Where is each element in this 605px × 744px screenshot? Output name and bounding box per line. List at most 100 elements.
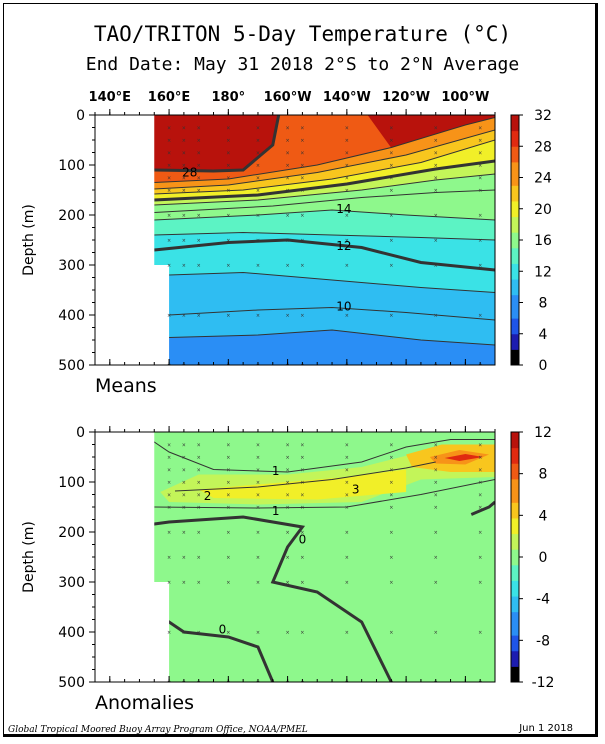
x-tick-label: 100°W bbox=[441, 90, 489, 105]
sensor-mark: × bbox=[182, 176, 186, 182]
footer-credit: Global Tropical Moored Buoy Array Progra… bbox=[8, 725, 308, 735]
sensor-mark: × bbox=[285, 151, 289, 157]
sensor-mark: × bbox=[167, 443, 171, 449]
colorbar-tick-label: 20 bbox=[534, 202, 552, 218]
sensor-mark: × bbox=[167, 238, 171, 244]
isotherm-line bbox=[169, 306, 495, 321]
colorbar-segment bbox=[511, 666, 519, 675]
sensor-mark: × bbox=[167, 188, 171, 194]
sensor-mark: × bbox=[478, 188, 482, 194]
sensor-mark: × bbox=[389, 238, 393, 244]
sensor-mark: × bbox=[226, 480, 230, 486]
colorbar: -12 -8 -4 0 4 8 12 bbox=[510, 425, 554, 691]
colorbar-segment bbox=[511, 216, 519, 225]
plot-area: × × × × × × × × × × × × × × × × × × × × × × × × × × × × × × × × × × × × × × × ×… bbox=[95, 115, 495, 365]
sensor-mark: × bbox=[300, 468, 304, 474]
colorbar-segment bbox=[511, 286, 519, 296]
isotherm-line bbox=[154, 117, 495, 183]
colorbar-tick-label: 12 bbox=[534, 425, 552, 441]
sensor-mark: × bbox=[434, 443, 438, 449]
y-axis-label: Depth (m) bbox=[21, 521, 37, 593]
sensor-mark: × bbox=[256, 138, 260, 144]
sensor-mark: × bbox=[256, 530, 260, 536]
sensor-mark: × bbox=[389, 505, 393, 511]
colorbar-segment bbox=[511, 341, 519, 350]
sensor-mark: × bbox=[434, 263, 438, 269]
colorbar-segment bbox=[511, 161, 519, 171]
colorbar-segment bbox=[511, 146, 519, 155]
sensor-mark: × bbox=[300, 630, 304, 636]
sensor-mark: × bbox=[285, 163, 289, 169]
panel-label: Means bbox=[95, 375, 157, 397]
sensor-mark: × bbox=[389, 555, 393, 561]
sensor-mark: × bbox=[478, 213, 482, 219]
colorbar-segment bbox=[511, 658, 519, 667]
sensor-mark: × bbox=[182, 580, 186, 586]
contour-label: 2 bbox=[204, 489, 212, 503]
isotherm-line bbox=[154, 159, 495, 202]
sensor-mark: × bbox=[389, 188, 393, 194]
sensor-mark: × bbox=[434, 630, 438, 636]
sensor-mark: × bbox=[345, 263, 349, 269]
sensor-mark: × bbox=[300, 238, 304, 244]
colorbar-segment bbox=[511, 588, 519, 597]
sensor-mark: × bbox=[300, 313, 304, 319]
sensor-mark: × bbox=[434, 238, 438, 244]
sensor-mark: × bbox=[182, 455, 186, 461]
contour-label: 0 bbox=[299, 533, 307, 547]
sensor-mark: × bbox=[285, 468, 289, 474]
colorbar-segment bbox=[511, 486, 519, 495]
sensor-mark: × bbox=[478, 238, 482, 244]
plot-area: × × × × × × × × × × × × × × × × × × × × × × × × × × × × × × × × × × × × × × × ×… bbox=[95, 432, 495, 682]
sensor-mark: × bbox=[389, 313, 393, 319]
sensor-mark: × bbox=[226, 163, 230, 169]
sensor-mark: × bbox=[300, 176, 304, 182]
footer-date: Jun 1 2018 bbox=[519, 723, 573, 734]
sensor-mark: × bbox=[256, 188, 260, 194]
sensor-mark: × bbox=[197, 530, 201, 536]
colorbar-tick-label: 28 bbox=[534, 139, 552, 155]
contour-label: 1 bbox=[272, 464, 280, 478]
sensor-mark: × bbox=[256, 505, 260, 511]
isotherm-line bbox=[154, 129, 495, 190]
colorbar-segment bbox=[511, 432, 519, 441]
sensor-mark: × bbox=[345, 630, 349, 636]
anomalies-panel: × × × × × × × × × × × × × × × × × × × × × × × × × × × × × × × × × × × × × × × ×… bbox=[21, 425, 554, 714]
sensor-mark: × bbox=[226, 238, 230, 244]
sensor-mark: × bbox=[389, 480, 393, 486]
x-tick-label: 120°W bbox=[382, 90, 430, 105]
colorbar-tick-label: -8 bbox=[536, 633, 550, 649]
sensor-mark: × bbox=[256, 163, 260, 169]
sensor-mark: × bbox=[197, 580, 201, 586]
sensor-mark: × bbox=[256, 151, 260, 157]
isotherm-line bbox=[154, 231, 495, 241]
sensor-mark: × bbox=[285, 313, 289, 319]
sensor-mark: × bbox=[478, 263, 482, 269]
sensor-mark: × bbox=[434, 151, 438, 157]
y-tick-label: 500 bbox=[58, 675, 85, 691]
sensor-mark: × bbox=[345, 313, 349, 319]
sensor-mark: × bbox=[434, 493, 438, 499]
colorbar-segment bbox=[511, 325, 519, 335]
sensor-mark: × bbox=[478, 630, 482, 636]
sensor-mark: × bbox=[285, 505, 289, 511]
sensor-mark: × bbox=[285, 126, 289, 132]
chart-title: TAO/TRITON 5-Day Temperature (°C) bbox=[93, 22, 512, 46]
colorbar-segment bbox=[511, 302, 519, 311]
sensor-mark: × bbox=[182, 493, 186, 499]
sensor-mark: × bbox=[167, 263, 171, 269]
sensor-mark: × bbox=[197, 455, 201, 461]
y-tick-label: 400 bbox=[58, 308, 85, 324]
sensor-mark: × bbox=[389, 151, 393, 157]
sensor-mark: × bbox=[478, 493, 482, 499]
anomaly-contour bbox=[95, 515, 393, 682]
colorbar-tick-label: 16 bbox=[534, 233, 552, 249]
sensor-mark: × bbox=[345, 238, 349, 244]
sensor-mark: × bbox=[182, 313, 186, 319]
sensor-mark: × bbox=[300, 530, 304, 536]
colorbar-segment bbox=[511, 635, 519, 644]
y-tick-label: 200 bbox=[58, 208, 85, 224]
sensor-mark: × bbox=[182, 468, 186, 474]
anomaly-fill bbox=[169, 522, 333, 560]
sensor-mark: × bbox=[197, 480, 201, 486]
